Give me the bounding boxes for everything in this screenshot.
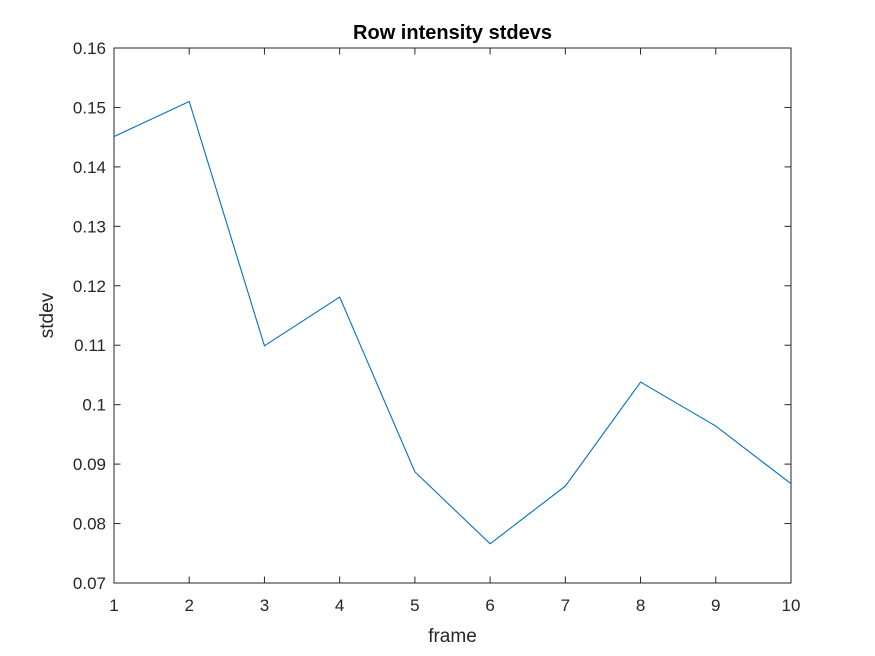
series-line: [113, 100, 792, 545]
y-tick-label: 0.07: [73, 574, 106, 593]
x-tick-label: 6: [485, 596, 494, 615]
x-axis-label: frame: [428, 626, 477, 647]
x-tick-label: 3: [260, 596, 269, 615]
x-axis: 1 2 3 4 5 6 7 8 9 10: [109, 48, 800, 615]
x-tick-label: 5: [410, 596, 419, 615]
y-tick-label: 0.08: [73, 515, 106, 534]
x-tick-label: 8: [636, 596, 645, 615]
chart-title: Row intensity stdevs: [353, 22, 552, 44]
x-tick-label: 9: [711, 596, 720, 615]
y-tick-label: 0.14: [73, 158, 106, 177]
y-tick-label: 0.1: [82, 396, 106, 415]
y-tick-label: 0.16: [73, 39, 106, 58]
x-tick-label: 7: [561, 596, 570, 615]
y-tick-label: 0.13: [73, 217, 106, 236]
plot-area: [113, 47, 792, 584]
y-tick-label: 0.09: [73, 455, 106, 474]
y-axis: 0.07 0.08 0.09 0.1 0.11 0.12 0.13 0.14 0.15 0.16: [73, 39, 791, 593]
x-tick-label: 4: [335, 596, 344, 615]
y-tick-label: 0.15: [73, 98, 106, 117]
y-axis-label: stdev: [37, 292, 58, 338]
y-tick-label: 0.11: [74, 336, 106, 355]
y-tick-label: 0.12: [73, 277, 106, 296]
x-tick-label: 1: [109, 596, 118, 615]
series-layer: [113, 100, 792, 545]
x-tick-label: 2: [184, 596, 193, 615]
x-tick-label: 10: [782, 596, 801, 615]
